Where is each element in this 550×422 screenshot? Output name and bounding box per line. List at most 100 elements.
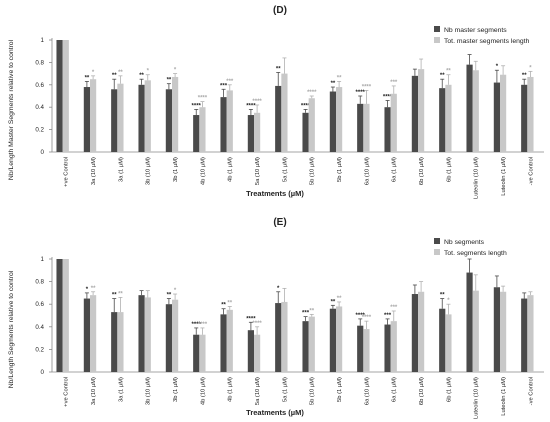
bar-nb bbox=[521, 84, 528, 152]
bar-nb bbox=[357, 103, 364, 152]
x-category-label: Luteolin (1 µM) bbox=[501, 157, 507, 196]
significance-marker: *** bbox=[302, 311, 310, 317]
bar-nb bbox=[466, 64, 473, 152]
bar-length bbox=[90, 295, 97, 372]
bar-length bbox=[445, 84, 452, 152]
bar-nb bbox=[411, 75, 418, 152]
bar-length bbox=[254, 334, 261, 372]
x-category-label: 6b (10 µM) bbox=[419, 377, 425, 405]
bar-length bbox=[472, 290, 479, 372]
x-category-label: -ve Control bbox=[528, 157, 534, 185]
y-tick-label: 0.8 bbox=[35, 59, 44, 66]
x-category-label: 4b (1 µM) bbox=[228, 377, 234, 402]
x-category-label: +ve Control bbox=[64, 377, 70, 407]
x-category-label: 3b (1 µM) bbox=[173, 377, 179, 402]
bar-nb bbox=[302, 321, 309, 372]
x-category-label: 6b (10 µM) bbox=[419, 157, 425, 185]
significance-marker: ** bbox=[112, 73, 117, 79]
bar-nb bbox=[493, 82, 500, 152]
significance-marker: **** bbox=[198, 96, 208, 102]
significance-marker: ** bbox=[139, 73, 144, 79]
x-category-label: 4b (1 µM) bbox=[228, 157, 234, 182]
significance-marker: **** bbox=[362, 315, 372, 321]
y-tick-label: 0.4 bbox=[35, 324, 44, 331]
legend-swatch bbox=[434, 249, 440, 255]
significance-marker: ** bbox=[337, 296, 342, 302]
bar-length bbox=[62, 40, 69, 152]
legend-swatch bbox=[434, 37, 440, 43]
bar-nb bbox=[220, 314, 227, 372]
bar-nb bbox=[111, 312, 118, 372]
x-category-label: 6b (1 µM) bbox=[446, 377, 452, 402]
significance-marker: ** bbox=[331, 81, 336, 87]
significance-marker: **** bbox=[362, 84, 372, 90]
x-category-label: 5a (1 µM) bbox=[282, 157, 288, 182]
significance-marker: ** bbox=[112, 293, 117, 299]
x-category-label: 5b (1 µM) bbox=[337, 157, 343, 182]
significance-marker: * bbox=[174, 288, 177, 294]
bar-length bbox=[363, 103, 370, 152]
x-category-label: 6b (1 µM) bbox=[446, 157, 452, 182]
significance-marker: * bbox=[86, 287, 89, 293]
x-category-label: 6a (10 µM) bbox=[364, 157, 370, 185]
significance-marker: * bbox=[174, 68, 177, 74]
bar-length bbox=[62, 259, 69, 372]
bar-nb bbox=[466, 272, 473, 372]
bar-length bbox=[90, 79, 97, 152]
bar-nb bbox=[329, 308, 336, 372]
significance-marker: **** bbox=[356, 313, 366, 319]
significance-marker: * bbox=[529, 65, 532, 71]
significance-marker: ** bbox=[522, 73, 527, 79]
bar-length bbox=[308, 316, 315, 372]
x-category-label: 6a (1 µM) bbox=[392, 157, 398, 182]
significance-marker: ** bbox=[221, 303, 226, 309]
y-tick-label: 1 bbox=[41, 256, 45, 263]
significance-marker: *** bbox=[390, 305, 398, 311]
x-category-label: 3a (1 µM) bbox=[118, 157, 124, 182]
bar-nb bbox=[439, 88, 446, 152]
bar-nb bbox=[165, 304, 172, 372]
bar-length bbox=[144, 80, 151, 152]
significance-marker: * bbox=[92, 70, 95, 76]
bar-nb bbox=[357, 325, 364, 372]
significance-marker: * bbox=[147, 69, 150, 75]
significance-marker: ** bbox=[446, 69, 451, 75]
bar-nb bbox=[56, 40, 63, 152]
bar-nb bbox=[165, 89, 172, 152]
bar-length bbox=[445, 314, 452, 372]
x-axis-title: Treatments (µM) bbox=[246, 189, 304, 198]
bar-nb bbox=[56, 259, 63, 372]
y-tick-label: 0 bbox=[41, 369, 45, 376]
bar-length bbox=[363, 329, 370, 372]
bar-length bbox=[390, 321, 397, 372]
y-tick-label: 0.6 bbox=[35, 301, 44, 308]
bar-length bbox=[390, 93, 397, 152]
x-category-label: 4b (10 µM) bbox=[200, 157, 206, 185]
x-category-label: 3a (1 µM) bbox=[118, 377, 124, 402]
bar-nb bbox=[384, 324, 391, 372]
legend-swatch bbox=[434, 238, 440, 244]
bar-nb bbox=[138, 84, 145, 152]
bar-nb bbox=[493, 287, 500, 372]
significance-marker: **** bbox=[301, 103, 311, 109]
bar-nb bbox=[384, 107, 391, 152]
bar-length bbox=[418, 291, 425, 372]
x-category-label: 5b (10 µM) bbox=[310, 377, 316, 405]
bar-length bbox=[254, 112, 261, 152]
bar-length bbox=[226, 90, 233, 152]
significance-marker: **** bbox=[252, 321, 262, 327]
significance-marker: * bbox=[447, 298, 450, 304]
y-tick-label: 0.8 bbox=[35, 279, 44, 286]
significance-marker: * bbox=[277, 286, 280, 292]
significance-marker: *** bbox=[226, 79, 234, 85]
significance-marker: * bbox=[496, 64, 499, 70]
significance-marker: ** bbox=[167, 78, 172, 84]
x-category-label: 6a (1 µM) bbox=[392, 377, 398, 402]
bar-nb bbox=[83, 87, 90, 152]
bar-nb bbox=[193, 115, 200, 152]
x-category-label: Luteolin (10 µM) bbox=[474, 157, 480, 199]
bar-nb bbox=[275, 303, 282, 372]
bar-nb bbox=[193, 334, 200, 372]
x-category-label: Luteolin (1 µM) bbox=[501, 377, 507, 416]
